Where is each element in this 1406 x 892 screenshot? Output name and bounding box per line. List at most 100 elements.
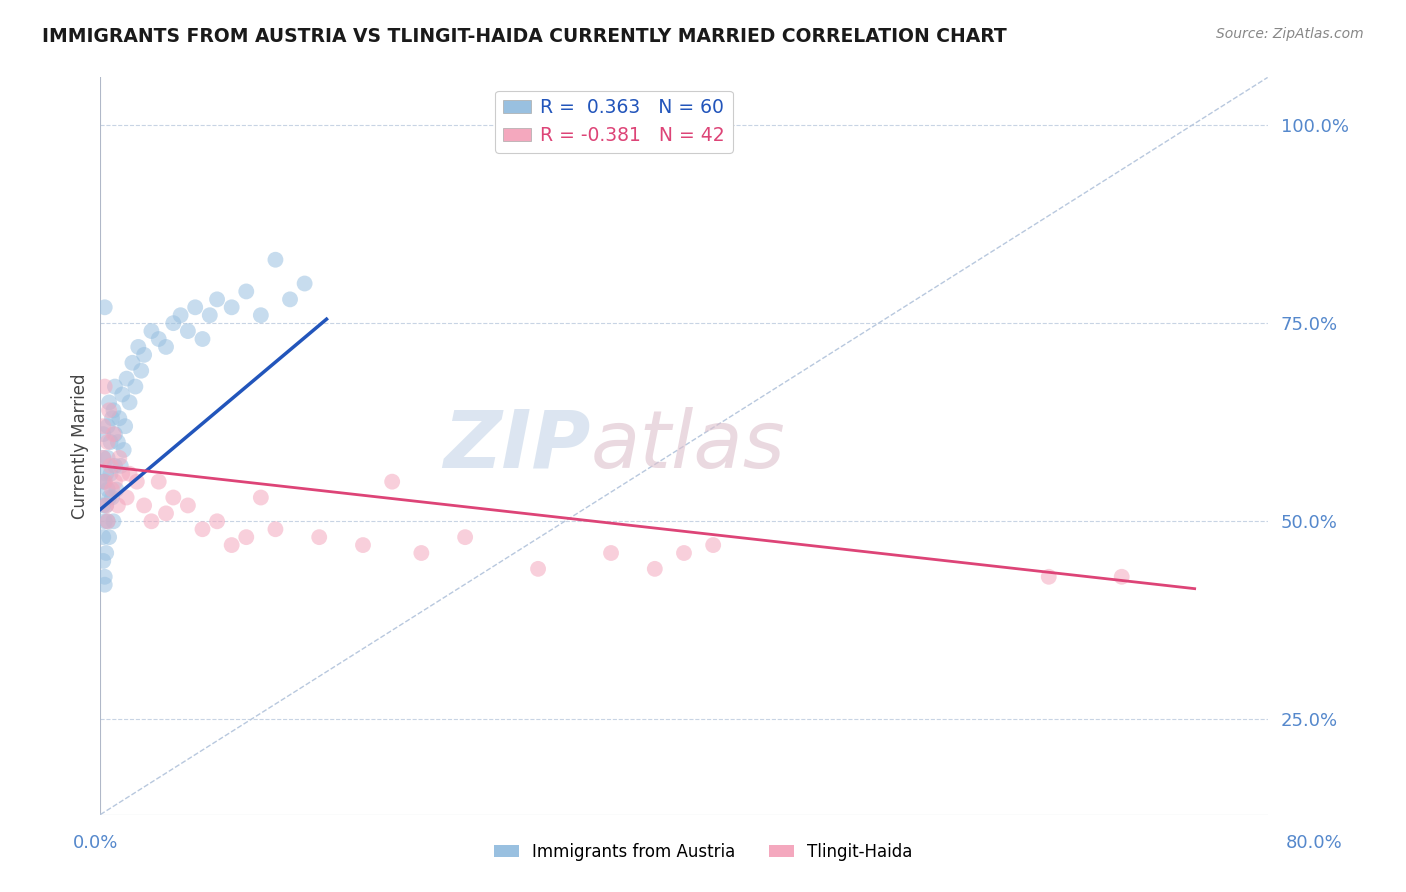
Point (118, 467, 141, 481)
Point (91, 530, 114, 544)
Point (198, 308, 221, 322)
Point (381, 475, 404, 489)
Point (98, 403, 121, 417)
Point (93, 379, 115, 393)
Point (294, 277, 316, 291)
Point (91, 419, 114, 434)
Point (177, 499, 200, 513)
Point (278, 293, 301, 307)
Point (104, 379, 127, 393)
Point (101, 483, 124, 497)
Point (97, 435, 120, 450)
Point (454, 530, 477, 544)
Point (105, 483, 128, 497)
Text: ZIP: ZIP (443, 407, 591, 485)
Legend: Immigrants from Austria, Tlingit-Haida: Immigrants from Austria, Tlingit-Haida (486, 837, 920, 868)
Point (103, 403, 125, 417)
Point (221, 538, 243, 552)
Point (702, 538, 724, 552)
Point (91, 450, 114, 465)
Point (91, 450, 114, 465)
Point (148, 475, 170, 489)
Text: IMMIGRANTS FROM AUSTRIA VS TLINGIT-HAIDA CURRENTLY MARRIED CORRELATION CHART: IMMIGRANTS FROM AUSTRIA VS TLINGIT-HAIDA… (42, 27, 1007, 45)
Point (264, 252, 287, 267)
Point (103, 427, 125, 442)
Point (93, 475, 115, 489)
Point (104, 458, 127, 473)
Point (600, 546, 623, 560)
Point (110, 458, 132, 473)
Point (129, 364, 152, 378)
Point (308, 530, 330, 544)
Point (107, 499, 129, 513)
Point (91, 499, 114, 513)
Point (93, 514, 115, 528)
Point (97, 514, 120, 528)
Point (162, 316, 184, 330)
Point (114, 419, 136, 434)
Legend: R =  0.363   N = 60, R = -0.381   N = 42: R = 0.363 N = 60, R = -0.381 N = 42 (495, 90, 733, 153)
Text: 0.0%: 0.0% (73, 834, 118, 852)
Point (98, 395, 121, 409)
Point (235, 285, 257, 299)
Point (97, 514, 120, 528)
Point (93, 301, 115, 315)
Point (155, 340, 177, 354)
Point (93, 475, 115, 489)
Point (100, 435, 122, 450)
Point (98, 491, 121, 505)
Point (644, 562, 666, 576)
Point (191, 522, 214, 536)
Point (118, 395, 141, 409)
Point (100, 458, 122, 473)
Point (108, 450, 131, 465)
Text: atlas: atlas (591, 407, 786, 485)
Point (111, 387, 134, 401)
Point (100, 467, 122, 481)
Point (205, 293, 228, 307)
Point (112, 442, 135, 457)
Point (104, 475, 127, 489)
Point (96, 546, 118, 560)
Point (101, 411, 124, 425)
Point (527, 562, 550, 576)
Point (97, 419, 120, 434)
Point (96, 467, 118, 481)
Text: 80.0%: 80.0% (1286, 834, 1343, 852)
Point (162, 491, 184, 505)
Point (93, 570, 115, 584)
Point (107, 435, 129, 450)
Point (141, 514, 163, 528)
Point (96, 499, 118, 513)
Point (104, 427, 127, 442)
Point (177, 324, 200, 338)
Point (141, 324, 163, 338)
Point (96, 499, 118, 513)
Point (155, 507, 177, 521)
Point (124, 379, 146, 393)
Point (97, 450, 120, 465)
Y-axis label: Currently Married: Currently Married (72, 373, 89, 519)
Point (184, 301, 207, 315)
Point (148, 332, 170, 346)
Point (115, 371, 138, 385)
Point (91, 475, 114, 489)
Point (169, 308, 191, 322)
Point (411, 546, 433, 560)
Point (205, 514, 228, 528)
Point (91, 554, 114, 568)
Point (111, 467, 134, 481)
Point (93, 577, 115, 591)
Point (97, 483, 120, 497)
Point (235, 530, 257, 544)
Point (134, 348, 156, 362)
Point (221, 301, 243, 315)
Point (352, 538, 374, 552)
Point (121, 356, 143, 370)
Point (1111, 570, 1133, 584)
Point (250, 308, 273, 322)
Point (191, 332, 214, 346)
Point (108, 411, 131, 425)
Point (1038, 570, 1060, 584)
Point (250, 491, 273, 505)
